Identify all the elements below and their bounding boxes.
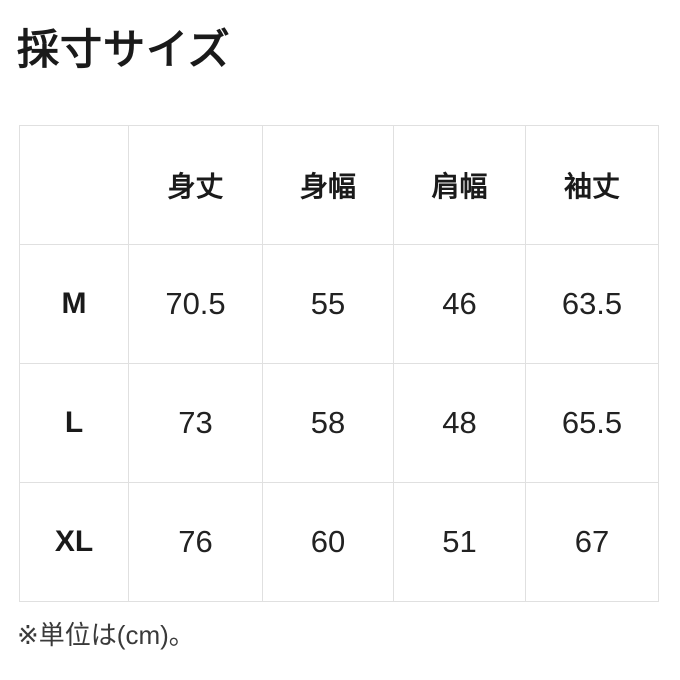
size-chart-table: 身丈 身幅 肩幅 袖丈 M 70.5 55 46 63.5 L 73 58 48… <box>19 125 659 603</box>
header-row: 身丈 身幅 肩幅 袖丈 <box>19 125 659 246</box>
value-cell: 60 <box>262 482 394 603</box>
value-cell: 63.5 <box>525 244 659 365</box>
table-row-m: M 70.5 55 46 63.5 <box>19 244 659 365</box>
size-label: XL <box>19 482 129 603</box>
header-cell-sleeve-length: 袖丈 <box>525 125 659 246</box>
unit-footnote: ※単位は(cm)。 <box>17 620 195 651</box>
value-cell: 51 <box>393 482 526 603</box>
value-cell: 46 <box>393 244 526 365</box>
size-label: L <box>19 363 129 484</box>
table-row-xl: XL 76 60 51 67 <box>19 482 659 603</box>
value-cell: 55 <box>262 244 394 365</box>
size-label: M <box>19 244 129 365</box>
value-cell: 65.5 <box>525 363 659 484</box>
header-cell-shoulder-width: 肩幅 <box>393 125 526 246</box>
value-cell: 48 <box>393 363 526 484</box>
table-row-l: L 73 58 48 65.5 <box>19 363 659 484</box>
header-cell-size <box>19 125 129 246</box>
value-cell: 76 <box>128 482 263 603</box>
value-cell: 67 <box>525 482 659 603</box>
header-cell-body-length: 身丈 <box>128 125 263 246</box>
page-title: 採寸サイズ <box>17 26 231 73</box>
value-cell: 73 <box>128 363 263 484</box>
value-cell: 58 <box>262 363 394 484</box>
header-cell-body-width: 身幅 <box>262 125 394 246</box>
value-cell: 70.5 <box>128 244 263 365</box>
